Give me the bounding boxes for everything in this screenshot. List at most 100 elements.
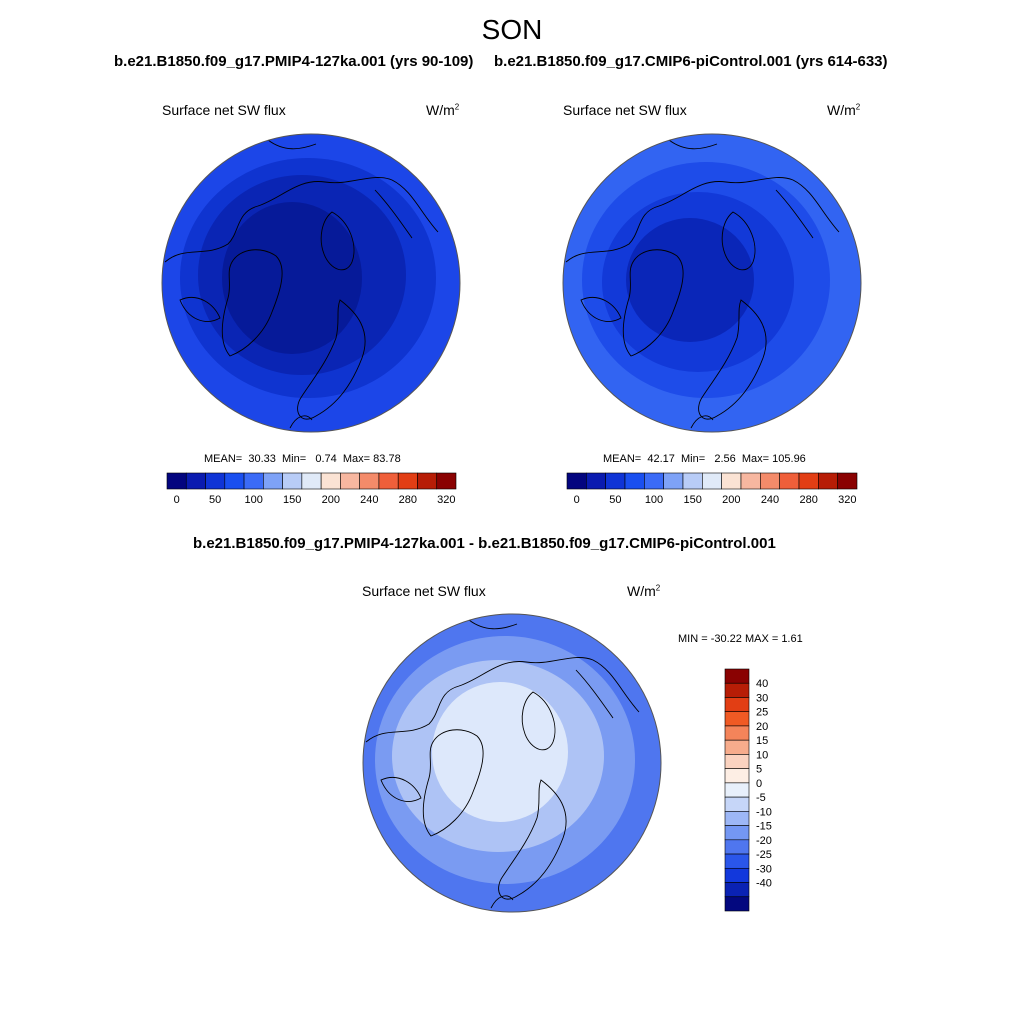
left-colorbar-swatch: [320, 472, 341, 490]
left-units-label: W/m2: [426, 102, 460, 118]
left-variable-label: Surface net SW flux: [162, 102, 286, 118]
right-colorbar-swatch: [779, 472, 800, 490]
left-stats: MEAN= 30.33 Min= 0.74 Max= 83.78: [204, 453, 401, 465]
diff-colorbar-swatch: [724, 796, 750, 812]
right-colorbar-swatch: [798, 472, 819, 490]
diff-colorbar-swatch: [724, 711, 750, 727]
diff-colorbar-swatch: [724, 739, 750, 755]
left-colorbar-swatch: [263, 472, 283, 490]
diff-colorbar-tick-label: 0: [756, 778, 762, 790]
left-case-title: b.e21.B1850.f09_g17.PMIP4-127ka.001 (yrs…: [114, 53, 474, 70]
left-colorbar-swatch: [243, 472, 264, 490]
right-units-label: W/m2: [827, 102, 861, 118]
diff-colorbar-swatch: [724, 768, 750, 784]
diff-colorbar-swatch: [724, 825, 750, 841]
right-case-title: b.e21.B1850.f09_g17.CMIP6-piControl.001 …: [494, 53, 888, 70]
right-colorbar-swatch: [566, 472, 587, 490]
right-colorbar-tick-label: 320: [838, 494, 856, 506]
left-map-border: [161, 133, 461, 433]
right-polar-map: [563, 134, 861, 432]
left-colorbar-tick-label: 240: [360, 494, 378, 506]
diff-colorbar-tick-label: 15: [756, 735, 768, 747]
left-colorbar-swatch: [340, 472, 360, 490]
right-colorbar-swatch: [644, 472, 664, 490]
diff-colorbar-tick-label: -10: [756, 806, 772, 818]
left-polar-map: [162, 134, 460, 432]
right-colorbar-swatch: [740, 472, 761, 490]
diff-colorbar-swatch: [724, 725, 750, 741]
diff-colorbar-swatch: [724, 839, 750, 855]
diff-colorbar-swatch: [724, 882, 750, 898]
right-colorbar-tick-label: 150: [683, 494, 701, 506]
diff-colorbar-swatch: [724, 853, 750, 869]
right-map-border: [562, 133, 862, 433]
right-colorbar-tick-label: 0: [574, 494, 580, 506]
left-colorbar-swatch: [282, 472, 303, 490]
diff-colorbar-swatch: [724, 668, 750, 684]
right-stats: MEAN= 42.17 Min= 2.56 Max= 105.96: [603, 453, 806, 465]
right-colorbar-swatch: [682, 472, 703, 490]
left-colorbar-swatch: [436, 472, 457, 490]
left-colorbar-swatch: [224, 472, 245, 490]
right-colorbar-swatch: [721, 472, 742, 490]
diff-colorbar-tick-label: -5: [756, 792, 766, 804]
left-colorbar-tick-label: 100: [245, 494, 263, 506]
diff-colorbar-tick-label: -15: [756, 821, 772, 833]
diff-polar-map: [363, 614, 661, 912]
diff-coastlines: [365, 619, 640, 909]
diff-colorbar-swatch: [724, 682, 750, 698]
season-title: SON: [481, 14, 543, 45]
left-colorbar-swatch: [397, 472, 418, 490]
right-colorbar-swatch: [837, 472, 858, 490]
left-colorbar-swatch: [205, 472, 226, 490]
left-colorbar-swatch: [166, 472, 187, 490]
diff-colorbar-tick-label: -20: [756, 835, 772, 847]
right-colorbar-swatch: [760, 472, 780, 490]
right-colorbar-tick-label: 280: [799, 494, 817, 506]
diff-colorbar-tick-label: 5: [756, 764, 762, 776]
diff-colorbar-tick-label: -25: [756, 849, 772, 861]
diff-colorbar-swatch: [724, 754, 750, 769]
right-colorbar-swatch: [702, 472, 722, 490]
right-colorbar-swatch: [624, 472, 645, 490]
right-coastlines: [565, 139, 840, 429]
right-colorbar-tick-label: 240: [761, 494, 779, 506]
difference-title: b.e21.B1850.f09_g17.PMIP4-127ka.001 - b.…: [193, 535, 776, 552]
right-colorbar-tick-label: 100: [645, 494, 663, 506]
right-variable-label: Surface net SW flux: [563, 102, 687, 118]
left-colorbar-tick-label: 200: [322, 494, 340, 506]
left-colorbar-swatch: [359, 472, 380, 490]
left-coastlines: [164, 139, 439, 429]
diff-colorbar-swatch: [724, 811, 750, 826]
right-colorbar-swatch: [663, 472, 684, 490]
right-colorbar-tick-label: 200: [722, 494, 740, 506]
left-colorbar-swatch: [185, 472, 206, 490]
diff-variable-label: Surface net SW flux: [362, 583, 486, 599]
left-colorbar-tick-label: 0: [174, 494, 180, 506]
diff-map-border: [362, 613, 662, 913]
right-colorbar: 0 50 100 150 200 240 280 320: [566, 472, 858, 506]
diff-colorbar-tick-label: 20: [756, 721, 768, 733]
left-colorbar-tick-label: 50: [209, 494, 221, 506]
diff-units-label: W/m2: [627, 583, 661, 599]
left-colorbar: 0 50 100 150 200 240 280 320: [166, 472, 457, 506]
diff-colorbar-tick-label: 30: [756, 692, 768, 704]
diff-colorbar: 40 30 25 20 15 10 5 0 -5 -10 -15 -20 -25 -30 -40: [724, 668, 772, 912]
diff-colorbar-tick-label: 40: [756, 678, 768, 690]
left-colorbar-tick-label: 280: [399, 494, 417, 506]
right-colorbar-swatch: [586, 472, 606, 490]
diff-colorbar-tick-label: 10: [756, 749, 768, 761]
diff-colorbar-tick-label: -30: [756, 863, 772, 875]
left-colorbar-swatch: [417, 472, 438, 490]
diff-colorbar-swatch: [724, 697, 750, 713]
diff-minmax: MIN = -30.22 MAX = 1.61: [678, 633, 803, 645]
left-colorbar-swatch: [301, 472, 322, 490]
diff-colorbar-swatch: [724, 867, 750, 883]
diff-colorbar-swatch: [724, 896, 750, 912]
diff-colorbar-tick-label: -40: [756, 878, 772, 890]
left-colorbar-tick-label: 150: [283, 494, 301, 506]
left-colorbar-tick-label: 320: [437, 494, 455, 506]
right-colorbar-swatch: [818, 472, 838, 490]
right-colorbar-tick-label: 50: [609, 494, 621, 506]
